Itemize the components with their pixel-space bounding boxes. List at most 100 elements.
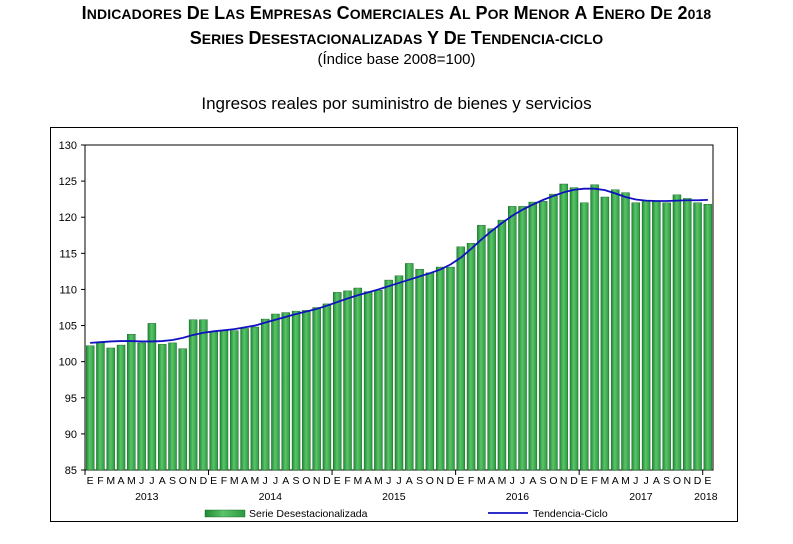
x-year-label: 2017 bbox=[629, 491, 653, 503]
y-tick-label: 85 bbox=[65, 465, 77, 477]
bar bbox=[116, 344, 126, 471]
x-month-label: F bbox=[221, 475, 227, 487]
bar bbox=[230, 330, 239, 471]
title-line2-text: SERIES DESESTACIONALIZADAS Y DE TENDENCI… bbox=[189, 28, 604, 48]
bar bbox=[569, 187, 579, 471]
chart-title: Ingresos reales por suministro de bienes… bbox=[201, 94, 592, 113]
bar bbox=[683, 198, 692, 471]
bar bbox=[559, 183, 568, 471]
y-tick-label: 120 bbox=[59, 212, 77, 224]
bar bbox=[652, 201, 661, 471]
x-month-label: O bbox=[179, 475, 187, 487]
x-month-label: A bbox=[406, 475, 413, 487]
x-month-label: S bbox=[169, 475, 176, 487]
bar bbox=[590, 184, 599, 471]
x-month-label: A bbox=[529, 475, 536, 487]
x-month-label: E bbox=[87, 475, 94, 487]
bar bbox=[477, 224, 486, 471]
bar bbox=[487, 228, 496, 471]
x-month-label: D bbox=[694, 475, 702, 487]
x-month-label: O bbox=[426, 475, 434, 487]
bar bbox=[456, 246, 465, 471]
x-month-label: M bbox=[477, 475, 486, 487]
bar bbox=[271, 313, 280, 471]
bar bbox=[302, 310, 311, 471]
x-month-label: A bbox=[653, 475, 660, 487]
page-subtitle: (Índice base 2008=100) bbox=[317, 51, 476, 68]
x-month-label: S bbox=[540, 475, 547, 487]
bar bbox=[178, 348, 188, 471]
bar bbox=[662, 202, 671, 471]
bar bbox=[405, 263, 414, 471]
x-month-label: D bbox=[447, 475, 455, 487]
x-month-label: M bbox=[230, 475, 239, 487]
bar bbox=[333, 292, 342, 471]
x-month-label: A bbox=[241, 475, 248, 487]
x-month-label: S bbox=[663, 475, 670, 487]
x-month-label: N bbox=[683, 475, 691, 487]
bar bbox=[312, 307, 321, 471]
bar bbox=[610, 189, 620, 471]
bar bbox=[394, 275, 404, 471]
bar bbox=[199, 319, 208, 471]
bar bbox=[188, 319, 198, 471]
y-tick-label: 115 bbox=[59, 248, 77, 260]
x-month-label: E bbox=[581, 475, 588, 487]
x-month-label: S bbox=[293, 475, 300, 487]
x-month-label: E bbox=[704, 475, 711, 487]
bar bbox=[137, 342, 146, 471]
x-month-label: J bbox=[149, 475, 154, 487]
x-month-label: N bbox=[436, 475, 444, 487]
y-tick-label: 105 bbox=[59, 321, 77, 333]
bar bbox=[343, 290, 352, 471]
x-month-label: N bbox=[313, 475, 321, 487]
x-month-label: M bbox=[498, 475, 507, 487]
bar bbox=[415, 269, 424, 471]
y-tick-label: 95 bbox=[65, 393, 77, 405]
bar bbox=[374, 289, 383, 471]
x-month-label: M bbox=[106, 475, 115, 487]
x-month-label: F bbox=[344, 475, 350, 487]
x-year-label: 2014 bbox=[259, 491, 283, 503]
bar bbox=[497, 219, 507, 471]
x-month-label: J bbox=[263, 475, 268, 487]
bar bbox=[425, 272, 435, 471]
x-month-label: M bbox=[250, 475, 259, 487]
page-title-line1: INDICADORES DE LAS EMPRESAS COMERCIALES … bbox=[0, 3, 793, 24]
x-month-label: J bbox=[643, 475, 648, 487]
x-year-label: 2016 bbox=[506, 491, 530, 503]
x-month-label: O bbox=[549, 475, 557, 487]
y-tick-label: 90 bbox=[65, 429, 77, 441]
y-tick-label: 100 bbox=[59, 357, 77, 369]
bar bbox=[446, 266, 455, 471]
bar bbox=[580, 202, 589, 471]
x-month-label: A bbox=[159, 475, 166, 487]
x-month-label: D bbox=[323, 475, 331, 487]
chart-frame bbox=[50, 127, 738, 522]
bar bbox=[127, 334, 136, 471]
x-month-label: F bbox=[97, 475, 103, 487]
legend-line-label: Tendencia-Ciclo bbox=[533, 508, 608, 520]
x-month-label: E bbox=[457, 475, 464, 487]
x-month-label: J bbox=[520, 475, 525, 487]
x-month-label: J bbox=[396, 475, 401, 487]
bar bbox=[435, 266, 445, 471]
x-month-label: M bbox=[353, 475, 362, 487]
x-year-label: 2013 bbox=[135, 491, 159, 503]
x-year-label: 2015 bbox=[382, 491, 406, 503]
x-month-label: D bbox=[200, 475, 208, 487]
x-month-label: N bbox=[189, 475, 197, 487]
x-month-label: A bbox=[282, 475, 289, 487]
bar bbox=[209, 331, 218, 471]
bar bbox=[518, 206, 527, 471]
x-month-label: O bbox=[673, 475, 681, 487]
x-month-label: D bbox=[570, 475, 578, 487]
x-month-label: E bbox=[334, 475, 341, 487]
x-month-label: M bbox=[621, 475, 630, 487]
bar bbox=[631, 202, 641, 471]
y-tick-label: 125 bbox=[59, 176, 77, 188]
bar bbox=[291, 310, 301, 471]
bar bbox=[528, 201, 538, 471]
x-month-label: J bbox=[139, 475, 144, 487]
x-month-label: N bbox=[560, 475, 568, 487]
